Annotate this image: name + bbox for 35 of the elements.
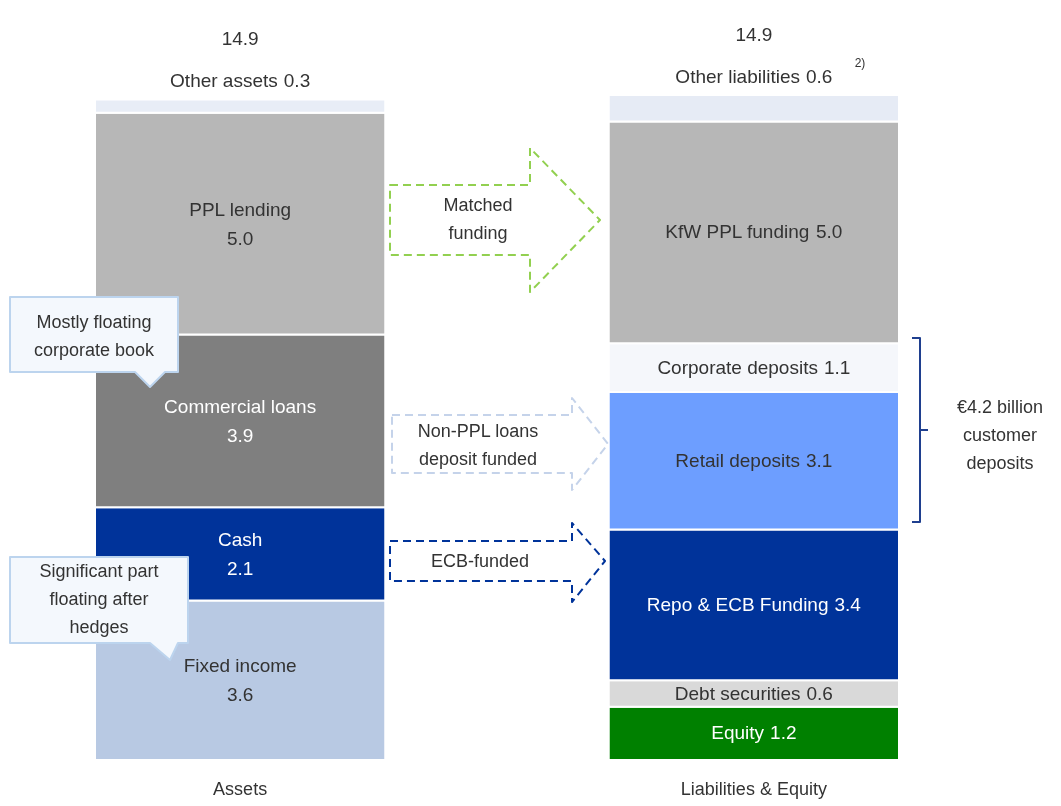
series-label: Retail deposits xyxy=(675,449,800,471)
data-label: 5.0 xyxy=(816,221,843,243)
x-tick-label: Liabilities & Equity xyxy=(680,778,827,799)
data-label: 2.1 xyxy=(226,557,254,579)
series-label: Commercial loans xyxy=(164,395,317,417)
data-label: 1.2 xyxy=(770,722,797,744)
data-label: 5.0 xyxy=(226,227,254,249)
data-label: 3.6 xyxy=(226,684,254,706)
data-label: 3.4 xyxy=(834,593,862,615)
data-label: 0.3 xyxy=(283,70,311,92)
series-label: KfW PPL funding xyxy=(665,221,810,243)
series-label: Other liabilities xyxy=(675,66,800,87)
data-label: 3.9 xyxy=(226,424,254,446)
series-label: Fixed income xyxy=(183,655,297,677)
data-label: 0.6 xyxy=(806,682,833,704)
series-label: PPL lending xyxy=(189,198,292,220)
series-label: Equity xyxy=(711,722,765,744)
total-label: 14.9 xyxy=(221,28,259,50)
series-label: Cash xyxy=(217,528,263,550)
text: 2) xyxy=(854,56,866,71)
annotation: €4.2 billion customer deposits xyxy=(956,396,1044,473)
data-label: 0.6 xyxy=(805,66,833,87)
total-label: 14.9 xyxy=(735,24,773,45)
x-tick-label: Assets xyxy=(213,778,268,799)
series-label: Repo & ECB Funding xyxy=(646,593,829,615)
data-label: 1.1 xyxy=(823,356,851,378)
series-label: Corporate deposits xyxy=(657,356,818,378)
annotation: ECB-funded xyxy=(430,550,530,571)
annotation: Mostly floating corporate book xyxy=(33,311,156,360)
data-label: 3.1 xyxy=(805,449,833,471)
series-label: Debt securities xyxy=(674,682,801,704)
annotation: Significant part floating after hedges xyxy=(39,560,159,637)
annotation: Non-PPL loans deposit funded xyxy=(417,420,539,469)
series-label: Other assets xyxy=(170,70,278,92)
annotation: Matched funding xyxy=(443,194,513,243)
